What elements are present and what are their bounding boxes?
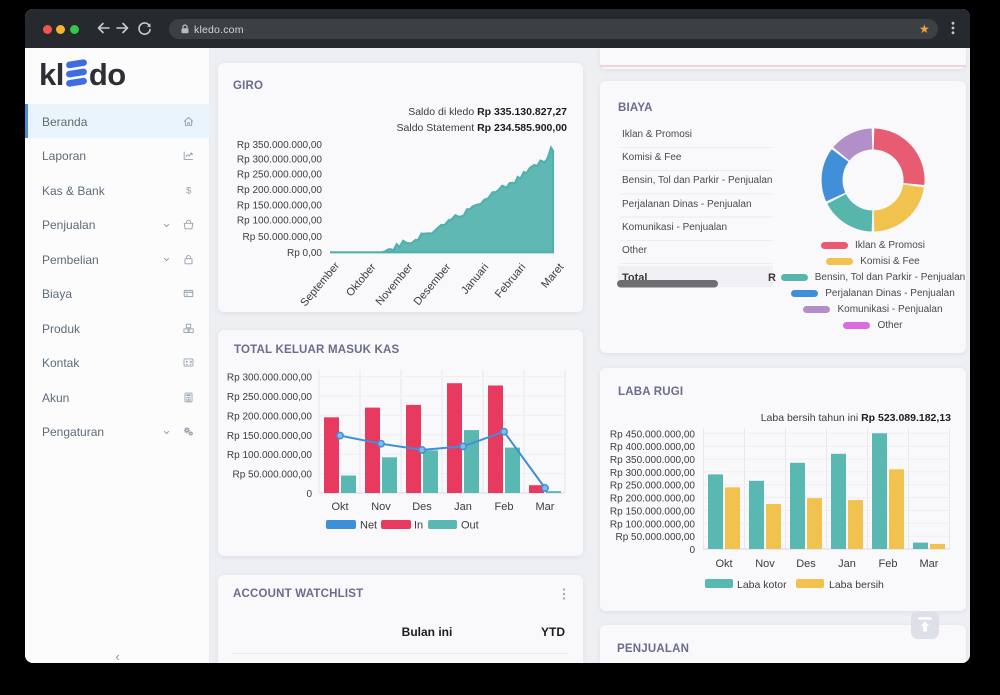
svg-text:Rp 150.000.000,00: Rp 150.000.000,00 <box>237 200 323 211</box>
svg-text:R: R <box>768 272 776 284</box>
svg-text:Rp 150.000.000,00: Rp 150.000.000,00 <box>227 431 313 442</box>
svg-text:September: September <box>298 260 342 309</box>
svg-text:Rp 450.000.000,00: Rp 450.000.000,00 <box>610 429 696 440</box>
svg-text:Rp 100.000.000,00: Rp 100.000.000,00 <box>227 450 313 461</box>
svg-text:$: $ <box>186 185 192 196</box>
svg-text:Rp 200.000.000,00: Rp 200.000.000,00 <box>227 411 313 422</box>
svg-text:Rp 300.000.000,00: Rp 300.000.000,00 <box>237 155 323 166</box>
svg-text:Jan: Jan <box>838 558 856 570</box>
svg-text:Feb: Feb <box>495 501 514 513</box>
svg-text:Rp 100.000.000,00: Rp 100.000.000,00 <box>237 216 323 227</box>
svg-text:Rp 50.000.000,00: Rp 50.000.000,00 <box>615 532 695 543</box>
svg-text:November: November <box>374 261 416 308</box>
svg-text:Laba bersih: Laba bersih <box>829 579 884 591</box>
svg-text:Rp 350.000.000,00: Rp 350.000.000,00 <box>237 140 323 151</box>
svg-text:In: In <box>414 520 423 532</box>
svg-text:Rp 50.000.000,00: Rp 50.000.000,00 <box>242 232 322 243</box>
svg-text:Rp 350.000.000,00: Rp 350.000.000,00 <box>610 455 696 466</box>
svg-text:Rp 250.000.000,00: Rp 250.000.000,00 <box>610 481 696 492</box>
svg-text:Februari: Februari <box>493 261 529 300</box>
svg-text:Oktober: Oktober <box>344 261 379 299</box>
svg-text:Out: Out <box>461 520 479 532</box>
svg-text:Nov: Nov <box>371 501 391 513</box>
svg-text:Rp 300.000.000,00: Rp 300.000.000,00 <box>227 373 313 384</box>
svg-text:Mar: Mar <box>536 501 555 513</box>
svg-text:Jan: Jan <box>454 501 472 513</box>
svg-text:Okt: Okt <box>715 558 732 570</box>
svg-text:0: 0 <box>306 489 312 500</box>
svg-text:Maret: Maret <box>539 261 566 290</box>
svg-text:Rp 300.000.000,00: Rp 300.000.000,00 <box>610 468 696 479</box>
svg-text:Rp 150.000.000,00: Rp 150.000.000,00 <box>610 506 696 517</box>
svg-text:Rp 250.000.000,00: Rp 250.000.000,00 <box>237 170 323 181</box>
svg-text:Rp 250.000.000,00: Rp 250.000.000,00 <box>227 392 313 403</box>
svg-text:Des: Des <box>412 501 432 513</box>
svg-text:Rp 100.000.000,00: Rp 100.000.000,00 <box>610 519 696 530</box>
svg-text:Rp 200.000.000,00: Rp 200.000.000,00 <box>237 185 323 196</box>
svg-text:Nov: Nov <box>755 558 775 570</box>
svg-text:Net: Net <box>360 520 377 532</box>
svg-text:Feb: Feb <box>879 558 898 570</box>
svg-text:Des: Des <box>796 558 816 570</box>
svg-text:Okt: Okt <box>331 501 348 513</box>
svg-text:Rp 50.000.000,00: Rp 50.000.000,00 <box>232 470 312 481</box>
svg-text:Desember: Desember <box>412 261 454 308</box>
svg-text:0: 0 <box>689 545 695 556</box>
svg-text:Rp 0,00: Rp 0,00 <box>287 248 322 259</box>
svg-text:Rp 400.000.000,00: Rp 400.000.000,00 <box>610 442 696 453</box>
svg-text:Rp 200.000.000,00: Rp 200.000.000,00 <box>610 494 696 505</box>
svg-text:Laba kotor: Laba kotor <box>737 579 787 591</box>
svg-text:Januari: Januari <box>459 261 491 296</box>
svg-text:Mar: Mar <box>920 558 939 570</box>
